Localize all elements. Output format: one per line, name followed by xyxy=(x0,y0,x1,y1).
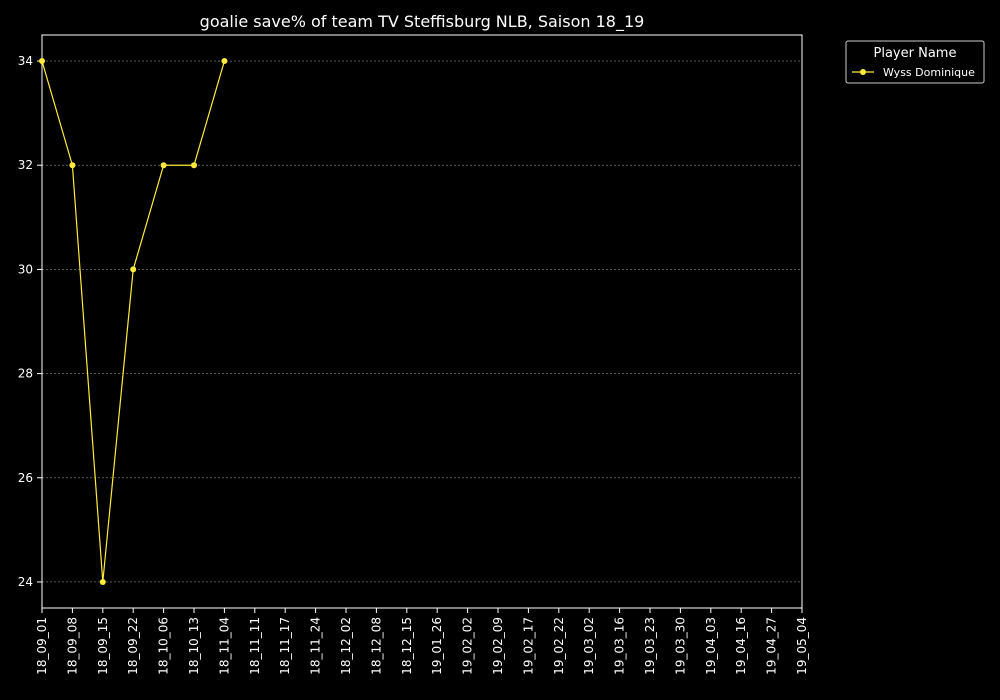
legend-marker-swatch xyxy=(860,69,866,75)
legend-entry-label: Wyss Dominique xyxy=(883,66,975,79)
x-axis: 18_09_01 18_09_08 18_09_15 18_09_22 18_10_06… xyxy=(35,608,809,675)
x-tick-label: 19_01_26 xyxy=(430,617,444,675)
x-tick-label: 18_11_11 xyxy=(248,617,262,675)
x-tick-label: 18_12_02 xyxy=(339,617,353,675)
data-point[interactable] xyxy=(221,58,228,65)
chart-title: goalie save% of team TV Steffisburg NLB,… xyxy=(200,12,645,32)
x-tick-label: 18_10_06 xyxy=(157,617,171,675)
x-tick-label: 18_09_22 xyxy=(126,617,140,675)
x-tick-label: 19_03_30 xyxy=(673,617,687,675)
x-tick-label: 19_02_02 xyxy=(461,617,475,675)
legend[interactable]: Player Name Wyss Dominique xyxy=(845,40,985,84)
data-point[interactable] xyxy=(130,266,137,273)
y-tick-label: 34 xyxy=(18,54,33,68)
x-tick-label: 19_02_17 xyxy=(521,617,535,675)
x-tick-label: 18_09_01 xyxy=(35,617,49,675)
legend-title: Player Name xyxy=(874,46,957,61)
x-tick-label: 19_03_23 xyxy=(643,617,657,675)
y-tick-label: 26 xyxy=(18,471,33,485)
series-line xyxy=(41,60,225,583)
data-point[interactable] xyxy=(191,162,197,169)
x-tick-label: 18_12_15 xyxy=(400,617,414,675)
x-tick-label: 18_11_24 xyxy=(309,617,323,675)
data-point[interactable] xyxy=(160,162,167,169)
x-tick-label: 18_12_08 xyxy=(369,617,383,675)
y-tick-label: 32 xyxy=(18,158,33,172)
y-tick-label: 30 xyxy=(18,262,33,276)
x-tick-label: 19_03_16 xyxy=(613,617,627,675)
legend-box xyxy=(845,40,985,84)
series-layer xyxy=(39,58,228,585)
x-tick-label: 19_04_03 xyxy=(704,617,718,675)
x-tick-label: 18_11_04 xyxy=(217,617,231,675)
x-tick-label: 18_11_17 xyxy=(278,617,292,675)
y-tick-label: 28 xyxy=(18,367,33,381)
y-tick-label: 24 xyxy=(18,575,33,589)
x-tick-label: 18_09_15 xyxy=(96,617,110,675)
x-tick-label: 19_02_09 xyxy=(491,617,505,675)
x-tick-label: 19_03_02 xyxy=(582,617,596,675)
x-tick-label: 18_09_08 xyxy=(65,617,79,675)
x-tick-label: 18_10_13 xyxy=(187,617,201,675)
x-tick-label: 19_02_22 xyxy=(552,617,566,675)
grid-lines xyxy=(42,60,802,583)
plot-frame xyxy=(41,34,803,609)
data-point[interactable] xyxy=(69,162,76,169)
x-tick-label: 19_04_16 xyxy=(734,617,748,675)
data-point[interactable] xyxy=(39,58,45,65)
data-point[interactable] xyxy=(99,578,106,585)
x-tick-label: 19_05_04 xyxy=(795,617,809,675)
y-axis: 24 26 28 30 32 34 xyxy=(18,54,42,589)
x-tick-label: 19_04_27 xyxy=(765,617,779,675)
